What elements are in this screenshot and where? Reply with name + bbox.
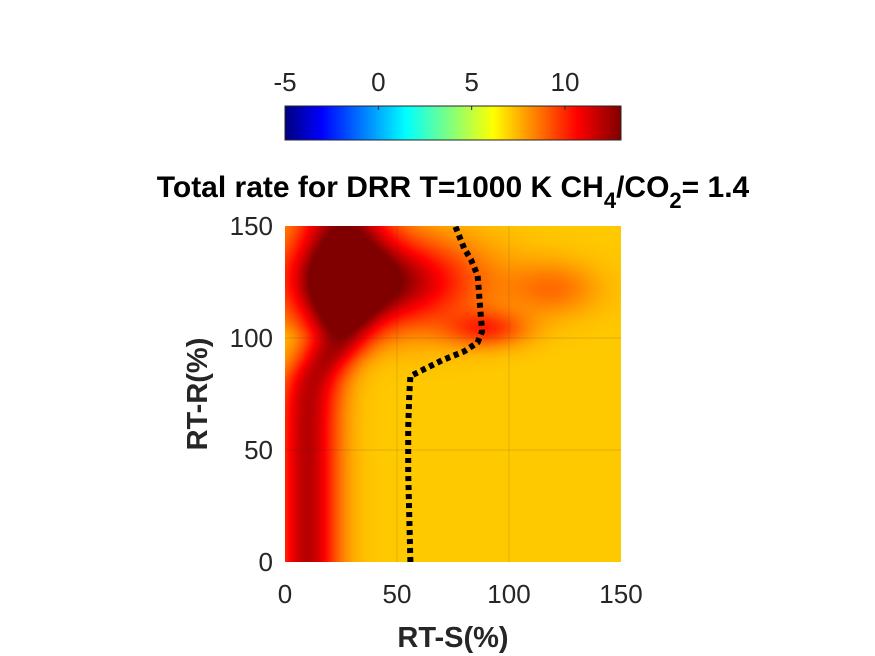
colorbar: -5 0 5 10 bbox=[273, 67, 622, 141]
x-tick-label-1: 50 bbox=[383, 579, 412, 609]
heatmap-surface bbox=[285, 226, 621, 562]
colorbar-tick-label-3: 10 bbox=[551, 67, 580, 97]
x-axis-label: RT-S(%) bbox=[397, 622, 508, 654]
plot-area: 0 50 100 150 0 50 100 150 bbox=[230, 211, 643, 609]
x-tick-label-2: 100 bbox=[487, 579, 530, 609]
y-axis-label: RT-R(%) bbox=[182, 338, 214, 451]
y-tick-label-1: 50 bbox=[244, 435, 273, 465]
colorbar-tick-label-0: -5 bbox=[273, 67, 296, 97]
grid-lines bbox=[285, 226, 621, 562]
y-tick-label-0: 0 bbox=[259, 547, 273, 577]
y-axis-ticks: 0 50 100 150 bbox=[230, 211, 273, 577]
colorbar-bar bbox=[284, 105, 622, 141]
x-tick-label-3: 150 bbox=[599, 579, 642, 609]
colorbar-tick-label-2: 5 bbox=[464, 67, 478, 97]
x-tick-label-0: 0 bbox=[278, 579, 292, 609]
contour-line bbox=[405, 226, 486, 562]
heatmap-surface-wrapper bbox=[285, 226, 621, 562]
chart-title: Total rate for DRR T=1000 K CH4/CO2= 1.4 bbox=[157, 171, 750, 213]
y-tick-label-2: 100 bbox=[230, 323, 273, 353]
y-tick-label-3: 150 bbox=[230, 211, 273, 241]
colorbar-tick-label-1: 0 bbox=[371, 67, 385, 97]
x-axis-ticks: 0 50 100 150 bbox=[278, 579, 643, 609]
colorbar-ticks: -5 0 5 10 bbox=[273, 67, 579, 110]
